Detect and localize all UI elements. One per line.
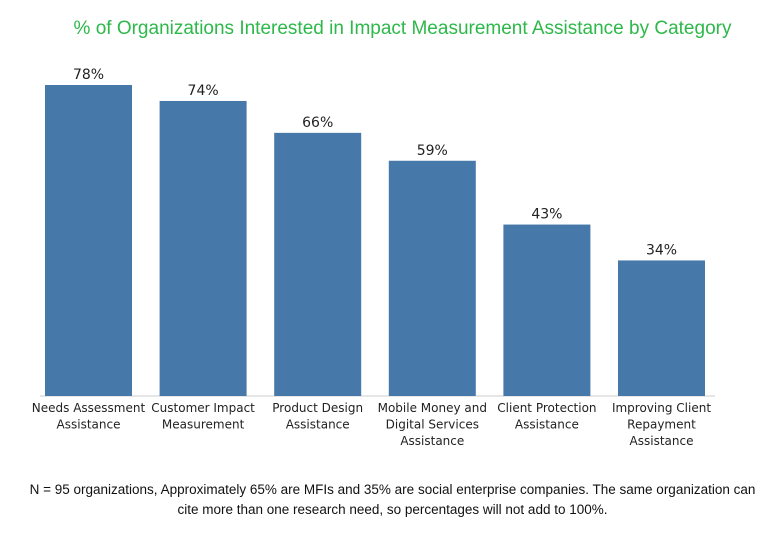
bar-0 xyxy=(45,85,132,396)
category-label-line: Assistance xyxy=(57,418,121,432)
category-label-line: Mobile Money and xyxy=(378,401,487,415)
bar-3 xyxy=(388,160,476,396)
category-label-2: Product Design Assistance xyxy=(272,401,363,432)
category-label-0: Needs Assessment Assistance xyxy=(32,401,146,432)
bar-4 xyxy=(503,224,591,396)
category-label-4: Client Protection Assistance xyxy=(497,401,596,432)
category-label-line: Assistance xyxy=(400,434,464,448)
category-label-line: Assistance xyxy=(515,418,579,432)
chart-title: % of Organizations Interested in Impact … xyxy=(73,18,732,39)
category-label-5: Improving Client Repayment Assistance xyxy=(612,401,711,448)
category-label-line: Digital Services xyxy=(386,418,479,432)
category-label-line: Measurement xyxy=(162,418,245,432)
bars-group: 78% Needs Assessment Assistance 74% Customer… xyxy=(32,67,712,448)
value-label-4: 43% xyxy=(531,207,562,223)
value-label-3: 59% xyxy=(417,143,448,159)
category-label-line: Needs Assessment xyxy=(32,401,146,415)
value-label-2: 66% xyxy=(302,115,333,131)
value-label-0: 78% xyxy=(73,67,104,83)
bar-5 xyxy=(618,260,705,396)
category-label-line: Customer Impact xyxy=(151,401,255,415)
bar-1 xyxy=(159,100,247,396)
category-label-line: Repayment xyxy=(627,418,696,432)
category-label-line: Product Design xyxy=(272,401,363,415)
category-label-1: Customer Impact Measurement xyxy=(151,401,255,432)
bar-2 xyxy=(274,132,362,396)
category-label-line: Assistance xyxy=(630,434,694,448)
value-label-1: 74% xyxy=(188,83,219,99)
category-label-line: Improving Client xyxy=(612,401,711,415)
category-label-line: Assistance xyxy=(286,418,350,432)
category-label-3: Mobile Money and Digital Services Assistan… xyxy=(378,401,487,448)
value-label-5: 34% xyxy=(646,242,677,258)
footnote: N = 95 organizations, Approximately 65% … xyxy=(29,482,756,517)
category-label-line: Client Protection xyxy=(497,401,596,415)
